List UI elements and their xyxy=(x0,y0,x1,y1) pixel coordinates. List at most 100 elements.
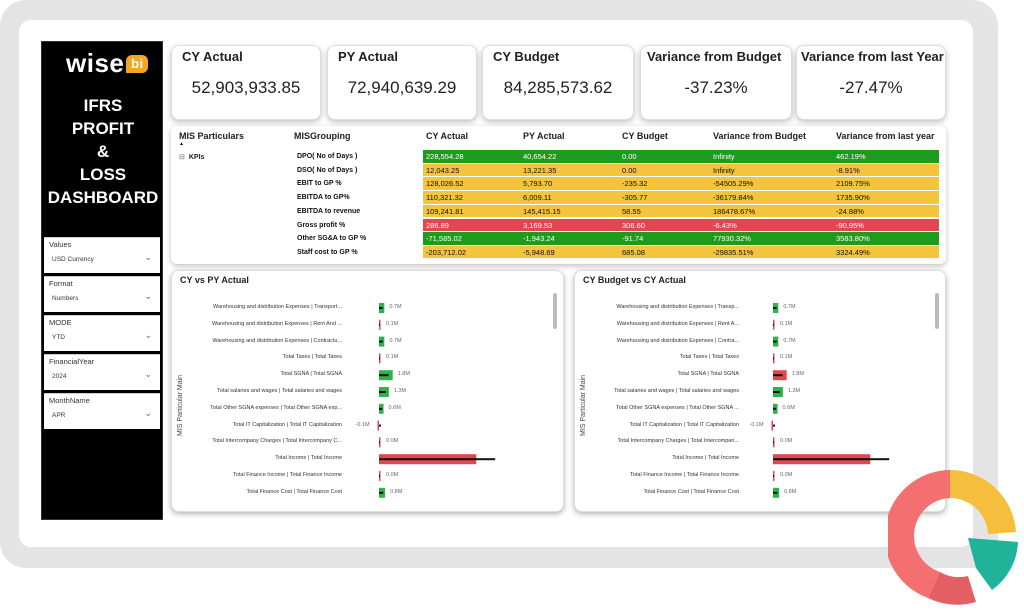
slicer-label: Values xyxy=(49,240,72,249)
category-label: Total SGNA | Total SGNA xyxy=(280,371,342,378)
comparison-marker xyxy=(773,323,775,326)
table-cell: -90.95% xyxy=(833,218,939,233)
table-cell: 3583.80% xyxy=(833,232,939,246)
table-cell: 462.19% xyxy=(833,150,939,164)
chevron-down-icon[interactable]: ⌄ xyxy=(144,330,152,340)
title-line: PROFIT xyxy=(71,119,135,138)
chevron-down-icon[interactable]: ⌄ xyxy=(144,252,152,262)
kpi-title: CY Budget xyxy=(493,49,560,64)
kpi-matrix-table: MIS Particulars ▲ MISGrouping CY Actual … xyxy=(171,126,946,264)
comparison-marker xyxy=(379,441,381,444)
bar[interactable] xyxy=(377,420,380,431)
table-cell: 13,221.35 xyxy=(520,163,619,178)
kpi-value: 84,285,573.62 xyxy=(503,78,613,97)
scrollbar[interactable] xyxy=(935,293,939,329)
table-cell: -1,943.24 xyxy=(520,232,619,246)
comparison-marker xyxy=(379,357,381,360)
column-header-variance-last-year[interactable]: Variance from last year xyxy=(836,131,935,141)
comparison-marker xyxy=(773,340,777,343)
group-row-kpis[interactable]: ⊟ KPIs xyxy=(179,153,204,161)
table-row[interactable]: EBITDA to GP% 110,321.32 6,009.11 -305.77 -3… xyxy=(171,191,946,205)
data-label: 1.3M xyxy=(393,388,407,394)
scrollbar[interactable] xyxy=(553,293,557,329)
table-row[interactable]: EBITDA to revenue 109,241.81 145,415.15 58.… xyxy=(171,204,946,219)
category-label: Total Income | Total Income xyxy=(672,455,739,462)
slicer-month-name[interactable]: MonthName APR ⌄ xyxy=(44,393,160,429)
slicer-value: 2024 xyxy=(52,373,67,380)
data-label: 0.6M xyxy=(388,404,401,411)
category-label: Warehousing and distribution Expenses | … xyxy=(212,304,342,310)
data-label: 0.1M xyxy=(780,320,793,327)
kpi-title: Variance from last Year xyxy=(801,49,944,64)
chart-title: CY vs PY Actual xyxy=(180,275,249,285)
data-label: 0.6M xyxy=(782,404,795,411)
chevron-down-icon[interactable]: ⌄ xyxy=(144,369,152,379)
comparison-marker xyxy=(773,307,777,309)
category-label: Total Taxes | Total Taxes xyxy=(679,354,739,361)
data-label: 0.0M xyxy=(386,472,399,478)
group-label: KPIs xyxy=(188,154,205,161)
column-header-cy-actual[interactable]: CY Actual xyxy=(426,131,469,141)
kpi-value: -27.47% xyxy=(839,78,903,97)
table-cell: 186478.67% xyxy=(710,204,833,219)
comparison-marker xyxy=(773,458,890,461)
category-label: Total Intercompany Charges | Total Inter… xyxy=(617,438,739,445)
chart-cy-vs-py-actual: CY vs PY Actual MIS Particular Main Ware… xyxy=(171,270,564,512)
table-row[interactable]: Other SG&A to GP % -71,585.02 -1,943.24 -91… xyxy=(171,232,946,246)
sort-arrow-icon[interactable]: ▲ xyxy=(179,141,184,147)
table-cell: 128,026.52 xyxy=(423,177,520,191)
table-cell: 109,241.81 xyxy=(423,204,520,219)
kpi-title: PY Actual xyxy=(338,49,398,64)
column-header-variance-budget[interactable]: Variance from Budget xyxy=(713,131,807,141)
comparison-marker xyxy=(773,407,777,410)
column-header-mis-grouping[interactable]: MISGrouping xyxy=(294,131,351,141)
data-label: 0.0M xyxy=(780,438,793,445)
collapse-icon[interactable]: ⊟ xyxy=(179,154,185,161)
kpi-card-variance-last-year: Variance from last Year -27.47% xyxy=(796,45,946,120)
comparison-marker xyxy=(773,424,775,427)
kpi-card-py-actual: PY Actual 72,940,639.29 xyxy=(327,45,477,120)
table-row[interactable]: Gross profit % 286.89 3,169.53 306.60 -6.43%… xyxy=(171,218,946,233)
data-label: 0.1M xyxy=(386,320,399,327)
table-row[interactable]: Staff cost to GP % -203,712.02 -5,948.69 68… xyxy=(171,245,946,260)
column-header-py-actual[interactable]: PY Actual xyxy=(523,131,565,141)
slicer-mode[interactable]: MODE YTD ⌄ xyxy=(44,315,160,351)
category-label: Total Finance Cost | Total Finance Cost xyxy=(246,488,343,495)
title-line: LOSS xyxy=(79,165,127,184)
table-row[interactable]: DSO( No of Days ) 12,043.25 13,221.35 0.00 I… xyxy=(171,163,946,178)
data-label: 0.7M xyxy=(783,337,796,344)
category-label: Warehousing and distribution Expenses | … xyxy=(212,320,342,327)
chart-title: CY Budget vs CY Actual xyxy=(583,275,686,285)
table-cell: -203,712.02 xyxy=(423,245,520,260)
bar[interactable] xyxy=(771,420,774,431)
comparison-marker xyxy=(379,407,383,410)
table-cell: -71,585.02 xyxy=(423,232,520,246)
table-row[interactable]: EBIT to GP % 128,026.52 5,793.70 -235.32 -54… xyxy=(171,177,946,191)
chevron-down-icon[interactable]: ⌄ xyxy=(144,408,152,418)
column-header-mis-particulars[interactable]: MIS Particulars xyxy=(179,131,245,141)
slicer-financial-year[interactable]: FinancialYear 2024 ⌄ xyxy=(44,354,160,390)
column-header-cy-budget[interactable]: CY Budget xyxy=(622,131,668,141)
data-label: 0.7M xyxy=(389,304,402,310)
table-row[interactable]: DPO( No of Days ) 228,554.28 40,654.22 0.00… xyxy=(171,150,946,164)
comparison-marker xyxy=(379,475,381,477)
category-label: Total Intercompany Charges | Total Inter… xyxy=(212,438,342,445)
category-label: Total Finance Income | Total Finance Inc… xyxy=(233,472,342,478)
data-label: 0.1M xyxy=(386,354,399,361)
comparison-marker xyxy=(379,307,383,309)
slicer-format[interactable]: Format Numbers ⌄ xyxy=(44,276,160,312)
data-label: -0.1M xyxy=(749,421,764,428)
kpi-card-variance-budget: Variance from Budget -37.23% xyxy=(640,45,792,120)
table-cell: -24.88% xyxy=(833,204,939,219)
table-cell: 685.08 xyxy=(619,245,710,260)
row-label: EBITDA to revenue xyxy=(297,207,361,215)
table-cell: 40,654.22 xyxy=(520,150,619,164)
category-label: Total Finance Income | Total Finance Inc… xyxy=(630,472,739,478)
slicer-value: Numbers xyxy=(52,295,79,302)
kpi-card-cy-budget: CY Budget 84,285,573.62 xyxy=(482,45,634,120)
table-cell: 77930.32% xyxy=(710,232,833,246)
chart-cy-budget-vs-cy-actual: CY Budget vs CY Actual MIS Particular Ma… xyxy=(574,270,946,512)
category-label: Total Taxes | Total Taxes xyxy=(282,354,342,361)
slicer-values[interactable]: Values USD Currency ⌄ xyxy=(44,237,160,273)
chevron-down-icon[interactable]: ⌄ xyxy=(144,291,152,301)
